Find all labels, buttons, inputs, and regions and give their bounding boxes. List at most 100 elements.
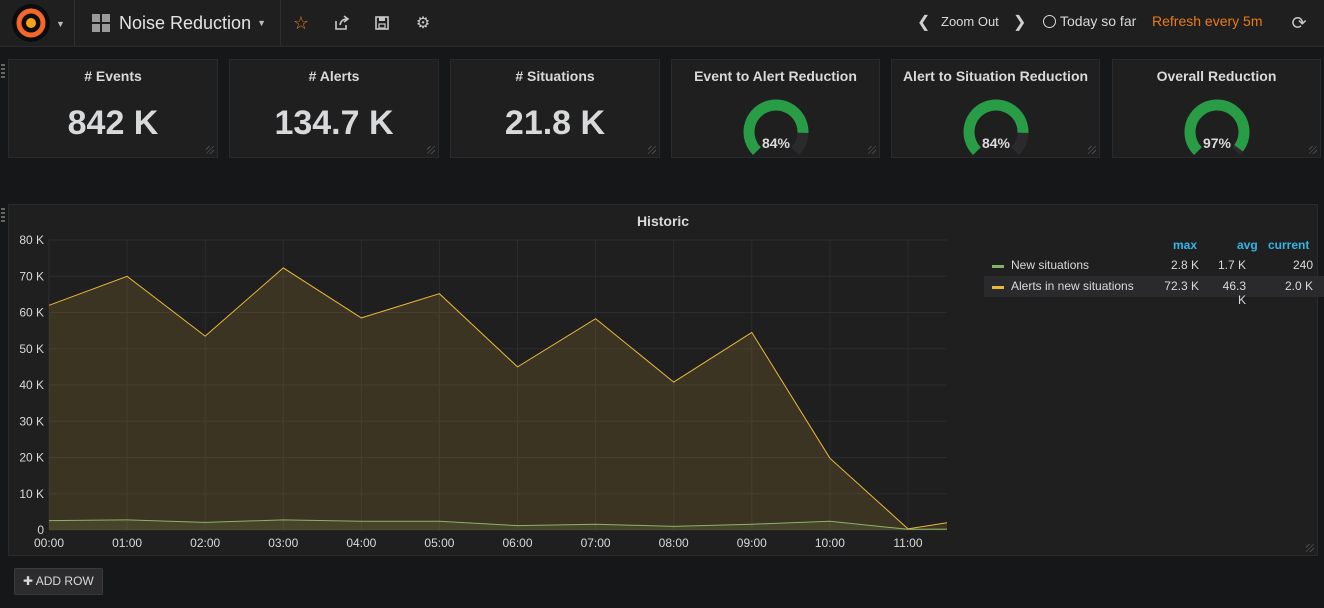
gauge-panel-overall[interactable]: Overall Reduction 97% (1112, 59, 1321, 158)
y-tick-label: 80 K (19, 233, 44, 247)
y-tick-label: 20 K (19, 451, 44, 465)
stat-panel-alerts[interactable]: # Alerts 134.7 K (229, 59, 439, 158)
add-row-button[interactable]: ✚ ADD ROW (14, 568, 103, 595)
resize-handle[interactable] (1309, 146, 1317, 154)
x-tick-label: 03:00 (268, 536, 298, 550)
legend-header: max avg current (984, 235, 1324, 255)
series-name[interactable]: New situations (1011, 258, 1090, 272)
series-line-1 (48, 267, 948, 530)
dashboard-grid-icon (92, 14, 110, 32)
gauge-arc (1184, 99, 1249, 155)
x-tick-label: 04:00 (346, 536, 376, 550)
x-tick-label: 06:00 (503, 536, 533, 550)
gauge-panel-alert-to-situation[interactable]: Alert to Situation Reduction 84% (891, 59, 1100, 158)
legend-item[interactable]: New situations 2.8 K 1.7 K 240 (984, 255, 1324, 276)
legend-sort-max[interactable]: max (1173, 238, 1198, 252)
series-avg: 46.3 K (1222, 279, 1246, 307)
panel-title[interactable]: Overall Reduction (1156, 68, 1277, 84)
x-tick-label: 10:00 (815, 536, 845, 550)
panel-title[interactable]: # Situations (515, 68, 595, 84)
gauge-panel-event-to-alert[interactable]: Event to Alert Reduction 84% (671, 59, 880, 158)
series-max: 2.8 K (1170, 258, 1199, 272)
resize-handle[interactable] (1306, 544, 1314, 552)
y-tick-label: 70 K (19, 269, 44, 283)
gauge-arc (963, 99, 1028, 155)
refresh-interval[interactable]: Refresh every 5m (1152, 13, 1263, 29)
stat-value: 842 K (67, 104, 159, 142)
gauge-alert-to-situation: 84% (963, 99, 1028, 155)
series-area-1 (49, 267, 947, 530)
clock-icon (1043, 14, 1056, 28)
series-current: 2.0 K (1284, 279, 1313, 293)
panel-title[interactable]: Alert to Situation Reduction (902, 68, 1089, 84)
chevron-right-icon[interactable]: ❯ (1013, 14, 1027, 31)
refresh-icon[interactable]: ⟳ (1291, 12, 1307, 33)
chart-legend: max avg current New situations 2.8 K 1.7… (984, 235, 1324, 307)
y-tick-label: 60 K (19, 306, 44, 320)
series-line-0 (48, 519, 948, 530)
panel-title[interactable]: # Events (84, 68, 142, 84)
series-swatch[interactable] (992, 265, 1004, 268)
y-tick-label: 0 (37, 523, 44, 537)
top-navbar: ▼ Noise Reduction ▼ ☆ ⚙ ❮ Zoom Out ❯ Tod… (0, 0, 1324, 47)
grafana-menu[interactable]: ▼ (8, 2, 74, 44)
x-tick-label: 00:00 (34, 536, 64, 550)
resize-handle[interactable] (1088, 146, 1096, 154)
navbar-divider (74, 0, 75, 46)
time-range-picker[interactable]: Today so far (1043, 13, 1136, 29)
resize-handle[interactable] (427, 146, 435, 154)
x-tick-label: 11:00 (893, 536, 922, 550)
panel-title[interactable]: Historic (636, 213, 690, 229)
legend-sort-avg[interactable]: avg (1237, 238, 1258, 252)
save-icon[interactable] (370, 11, 394, 35)
gauge-overall: 97% (1184, 99, 1249, 155)
x-tick-label: 07:00 (581, 536, 611, 550)
y-tick-label: 40 K (19, 378, 44, 392)
series-avg: 1.7 K (1217, 258, 1246, 272)
time-range-label: Today so far (1060, 13, 1137, 29)
chevron-down-icon[interactable]: ▼ (56, 19, 65, 29)
chevron-down-icon: ▼ (257, 18, 266, 28)
dashboard-picker[interactable]: Noise Reduction ▼ (92, 0, 266, 46)
y-tick-label: 10 K (19, 487, 44, 501)
resize-handle[interactable] (648, 146, 656, 154)
x-tick-label: 02:00 (190, 536, 220, 550)
dashboard-title: Noise Reduction (119, 13, 252, 33)
stat-panel-events[interactable]: # Events 842 K (8, 59, 218, 158)
panel-title[interactable]: # Alerts (308, 68, 360, 84)
gauge-value: 84% (761, 135, 790, 151)
zoom-out-button[interactable]: Zoom Out (941, 14, 999, 29)
stat-value: 21.8 K (504, 104, 606, 142)
x-tick-label: 01:00 (112, 536, 142, 550)
y-tick-label: 30 K (19, 414, 44, 428)
resize-handle[interactable] (868, 146, 876, 154)
panel-title[interactable]: Event to Alert Reduction (694, 68, 857, 84)
row-drag-handle[interactable] (1, 64, 5, 78)
star-icon[interactable]: ☆ (292, 12, 310, 33)
y-tick-label: 50 K (19, 342, 44, 356)
historic-chart: 0 10 K 20 K 30 K 40 K 50 K 60 K 70 K 80 K 00:00 01… (19, 233, 948, 550)
grafana-logo-icon[interactable] (12, 4, 50, 42)
gauge-event-to-alert: 84% (743, 99, 808, 155)
navbar-divider (280, 0, 281, 46)
x-tick-label: 08:00 (659, 536, 689, 550)
legend-item[interactable]: Alerts in new situations 72.3 K 46.3 K 2… (984, 276, 1324, 307)
stat-value: 134.7 K (274, 104, 394, 142)
x-tick-label: 05:00 (424, 536, 454, 550)
gear-icon[interactable]: ⚙ (415, 15, 431, 32)
x-tick-label: 09:00 (737, 536, 767, 550)
share-icon[interactable] (330, 11, 354, 35)
series-name[interactable]: Alerts in new situations (1011, 279, 1134, 293)
series-max: 72.3 K (1164, 279, 1199, 293)
chevron-left-icon[interactable]: ❮ (917, 14, 931, 31)
stat-panel-situations[interactable]: # Situations 21.8 K (450, 59, 660, 158)
gauge-value: 97% (1202, 135, 1231, 151)
series-swatch[interactable] (992, 286, 1004, 289)
gauge-arc (743, 99, 808, 155)
row-drag-handle[interactable] (1, 208, 5, 222)
series-current: 240 (1292, 258, 1313, 272)
graph-panel-historic[interactable]: Historic 0 10 K 20 K 30 K 40 K 50 K 60 K 70 K 80… (8, 204, 1324, 556)
gauge-value: 84% (981, 135, 1010, 151)
resize-handle[interactable] (206, 146, 214, 154)
legend-sort-current[interactable]: current (1268, 238, 1310, 252)
